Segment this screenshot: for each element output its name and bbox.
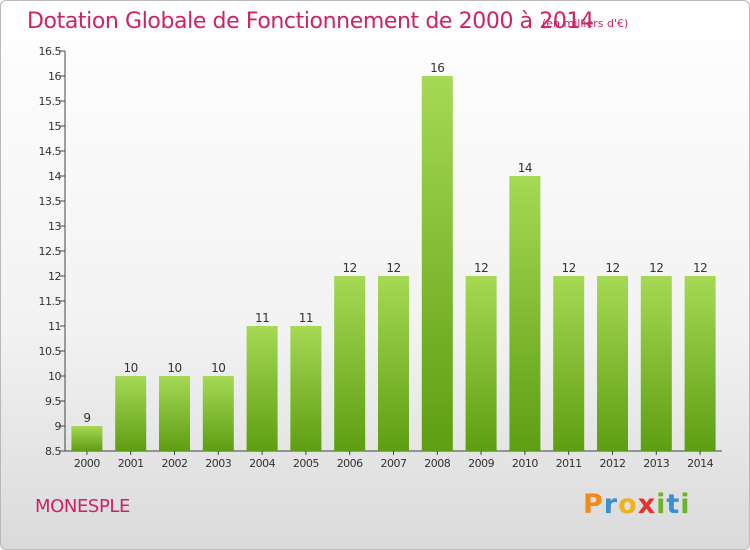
x-tick-label: 2001 [118, 457, 144, 470]
chart-title: Dotation Globale de Fonctionnement de 20… [27, 9, 594, 34]
x-tick-label: 2011 [556, 457, 582, 470]
bar [246, 326, 278, 451]
bar [334, 276, 366, 451]
y-tick-label: 16.5 [39, 45, 62, 58]
bar [640, 276, 672, 451]
x-tick-label: 2008 [424, 457, 450, 470]
y-tick-label: 8.5 [45, 445, 61, 458]
data-label: 12 [605, 261, 619, 275]
data-label: 16 [430, 61, 444, 75]
x-tick-label: 2005 [293, 457, 319, 470]
bar [509, 176, 541, 451]
proxiti-logo: Proxiti [583, 489, 691, 520]
x-tick-label: 2004 [249, 457, 275, 470]
bar [553, 276, 585, 451]
y-tick-label: 11.5 [39, 295, 62, 308]
data-label: 12 [562, 261, 576, 275]
data-label: 12 [386, 261, 400, 275]
data-label: 11 [299, 311, 313, 325]
bar [159, 376, 190, 451]
bar [465, 276, 497, 451]
y-tick-label: 15.5 [39, 95, 62, 108]
x-tick-label: 2009 [468, 457, 494, 470]
chart-subtitle: (en milliers d'€) [542, 17, 629, 30]
data-label: 12 [343, 261, 357, 275]
data-label: 10 [124, 361, 138, 375]
x-tick-label: 2014 [687, 457, 713, 470]
y-tick-label: 10 [48, 370, 61, 383]
y-tick-label: 10.5 [39, 345, 62, 358]
y-tick-label: 9.5 [45, 395, 61, 408]
bar [290, 326, 322, 451]
y-tick-label: 13.5 [39, 195, 62, 208]
bar [684, 276, 716, 451]
bar [597, 276, 628, 451]
bar [71, 426, 103, 451]
data-label: 10 [211, 361, 225, 375]
y-tick-label: 12.5 [39, 245, 62, 258]
x-tick-label: 2012 [600, 457, 626, 470]
y-tick-label: 11 [48, 320, 61, 333]
data-label: 10 [167, 361, 181, 375]
y-tick-label: 15 [48, 120, 61, 133]
data-label: 11 [255, 311, 269, 325]
x-tick-label: 2007 [381, 457, 407, 470]
x-tick-label: 2003 [205, 457, 231, 470]
x-tick-label: 2000 [74, 457, 100, 470]
bar [378, 276, 409, 451]
bar [421, 76, 453, 451]
y-tick-label: 14 [48, 170, 61, 183]
bar [202, 376, 234, 451]
y-tick-label: 14.5 [39, 145, 62, 158]
y-tick-label: 13 [48, 220, 61, 233]
y-tick-label: 16 [48, 70, 61, 83]
x-tick-label: 2006 [337, 457, 363, 470]
bar [115, 376, 147, 451]
x-tick-label: 2013 [643, 457, 669, 470]
commune-name: MONESPLE [35, 496, 131, 517]
data-label: 12 [474, 261, 488, 275]
data-label: 14 [518, 161, 532, 175]
data-label: 12 [649, 261, 663, 275]
x-tick-label: 2010 [512, 457, 538, 470]
data-label: 9 [83, 411, 90, 425]
y-tick-label: 12 [48, 270, 61, 283]
data-label: 12 [693, 261, 707, 275]
y-tick-label: 9 [55, 420, 62, 433]
x-tick-label: 2002 [162, 457, 188, 470]
